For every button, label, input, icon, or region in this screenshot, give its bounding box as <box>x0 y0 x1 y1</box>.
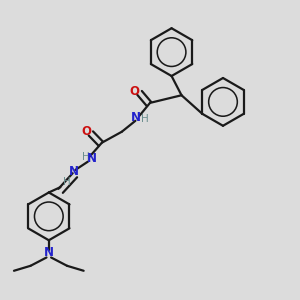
Text: N: N <box>69 165 79 178</box>
Text: H: H <box>141 114 149 124</box>
Text: O: O <box>130 85 140 98</box>
Text: O: O <box>81 125 91 138</box>
Text: N: N <box>131 111 141 124</box>
Text: N: N <box>44 246 54 259</box>
Text: H: H <box>63 177 71 187</box>
Text: N: N <box>87 152 97 165</box>
Text: H: H <box>82 152 89 162</box>
